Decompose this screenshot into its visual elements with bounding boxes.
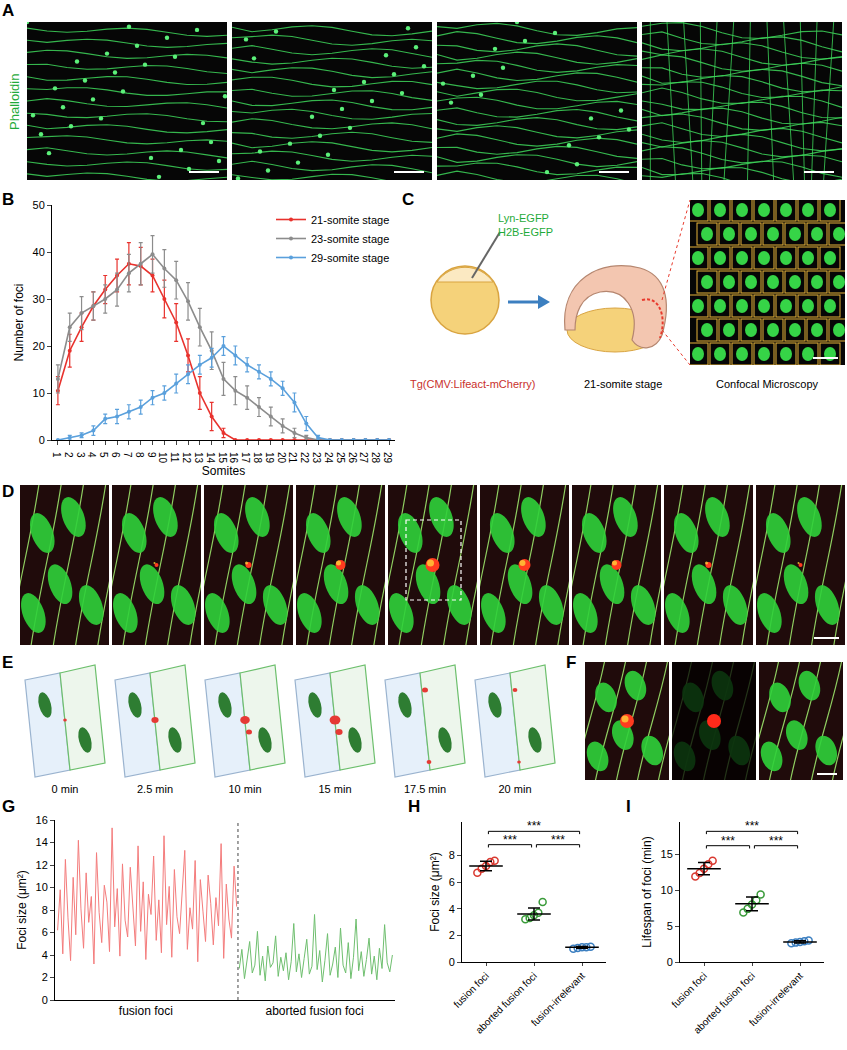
svg-text:Phalloidin: Phalloidin — [7, 74, 22, 130]
svg-text:***: *** — [527, 819, 541, 833]
svg-text:A: A — [2, 1, 14, 20]
svg-text:fusion foci: fusion foci — [669, 970, 709, 1010]
svg-text:Foci size (μm²): Foci size (μm²) — [428, 852, 442, 932]
svg-text:fusion foci: fusion foci — [451, 970, 491, 1010]
svg-text:Lyn-EGFP: Lyn-EGFP — [498, 212, 549, 224]
svg-text:G: G — [2, 797, 15, 816]
svg-text:9: 9 — [146, 452, 157, 458]
svg-text:11: 11 — [169, 452, 180, 463]
svg-text:12: 12 — [181, 452, 192, 464]
svg-text:5: 5 — [98, 452, 109, 458]
svg-text:fusion foci: fusion foci — [119, 1004, 173, 1018]
svg-text:8: 8 — [449, 849, 455, 861]
svg-text:4: 4 — [42, 949, 48, 961]
svg-text:50: 50 — [33, 199, 45, 211]
svg-text:24: 24 — [323, 452, 334, 464]
svg-text:30: 30 — [33, 293, 45, 305]
svg-text:0: 0 — [39, 434, 45, 446]
svg-text:40: 40 — [33, 246, 45, 258]
svg-text:2.5 min: 2.5 min — [137, 783, 173, 795]
svg-text:15: 15 — [661, 848, 673, 860]
svg-text:8: 8 — [42, 904, 48, 916]
svg-text:12: 12 — [36, 859, 48, 871]
svg-text:fusion-irrelevant: fusion-irrelevant — [529, 970, 587, 1028]
svg-text:15: 15 — [217, 452, 228, 464]
svg-text:21-somite stage: 21-somite stage — [311, 214, 389, 226]
svg-text:I: I — [626, 797, 631, 816]
svg-text:C: C — [402, 190, 414, 209]
svg-text:23: 23 — [311, 452, 322, 464]
svg-text:16: 16 — [228, 452, 239, 464]
svg-text:15 min: 15 min — [318, 783, 351, 795]
svg-text:16: 16 — [36, 814, 48, 826]
svg-text:Somites: Somites — [202, 464, 245, 478]
svg-text:29: 29 — [382, 452, 393, 464]
svg-text:Confocal Microscopy: Confocal Microscopy — [716, 378, 819, 390]
svg-text:aborted fusion foci: aborted fusion foci — [473, 970, 539, 1036]
svg-text:14: 14 — [205, 452, 216, 464]
svg-text:H2B-EGFP: H2B-EGFP — [498, 226, 553, 238]
svg-text:13: 13 — [193, 452, 204, 464]
svg-text:6: 6 — [110, 452, 121, 458]
svg-text:3: 3 — [75, 452, 86, 458]
svg-text:aborted fusion foci: aborted fusion foci — [691, 970, 757, 1036]
svg-text:10: 10 — [157, 452, 168, 464]
svg-text:***: *** — [745, 819, 759, 833]
svg-text:aborted fusion foci: aborted fusion foci — [266, 1004, 364, 1018]
svg-text:18: 18 — [252, 452, 263, 464]
svg-text:Foci size (μm²): Foci size (μm²) — [15, 870, 29, 950]
svg-text:***: *** — [769, 834, 783, 848]
svg-text:H: H — [408, 797, 420, 816]
svg-text:28: 28 — [370, 452, 381, 464]
svg-text:D: D — [2, 482, 14, 501]
svg-text:17.5 min: 17.5 min — [404, 783, 446, 795]
svg-text:B: B — [2, 190, 14, 209]
svg-text:10: 10 — [36, 881, 48, 893]
svg-text:***: *** — [503, 833, 517, 847]
svg-text:4: 4 — [86, 452, 97, 458]
svg-text:20: 20 — [276, 452, 287, 464]
svg-text:17: 17 — [240, 452, 251, 464]
svg-text:Number of foci: Number of foci — [12, 283, 26, 361]
svg-text:0: 0 — [42, 994, 48, 1006]
svg-text:20: 20 — [33, 340, 45, 352]
svg-text:1: 1 — [51, 452, 62, 458]
svg-text:0: 0 — [449, 956, 455, 968]
svg-text:7: 7 — [122, 452, 133, 458]
svg-text:0 min: 0 min — [52, 783, 79, 795]
svg-text:4: 4 — [449, 903, 455, 915]
svg-text:2: 2 — [63, 452, 74, 458]
svg-text:19: 19 — [264, 452, 275, 464]
svg-text:fusion-irrelevant: fusion-irrelevant — [747, 970, 805, 1028]
svg-text:5: 5 — [667, 920, 673, 932]
svg-text:29-somite stage: 29-somite stage — [311, 252, 389, 264]
svg-text:Lifespan of foci (min): Lifespan of foci (min) — [640, 836, 654, 947]
svg-text:26: 26 — [347, 452, 358, 464]
svg-text:27: 27 — [358, 452, 369, 464]
svg-text:8: 8 — [134, 452, 145, 458]
svg-text:25: 25 — [335, 452, 346, 464]
svg-text:6: 6 — [42, 926, 48, 938]
svg-text:14: 14 — [36, 836, 48, 848]
svg-text:0: 0 — [667, 956, 673, 968]
svg-text:22: 22 — [299, 452, 310, 464]
svg-text:2: 2 — [449, 929, 455, 941]
svg-text:20 min: 20 min — [498, 783, 531, 795]
svg-text:21-somite stage: 21-somite stage — [584, 378, 662, 390]
svg-text:***: *** — [551, 833, 565, 847]
svg-text:6: 6 — [449, 876, 455, 888]
svg-text:2: 2 — [42, 971, 48, 983]
svg-text:10 min: 10 min — [228, 783, 261, 795]
svg-text:E: E — [2, 653, 13, 672]
svg-text:Tg(CMV:Lifeact-mCherry): Tg(CMV:Lifeact-mCherry) — [410, 378, 536, 390]
svg-text:10: 10 — [661, 884, 673, 896]
svg-text:10: 10 — [33, 387, 45, 399]
svg-text:23-somite stage: 23-somite stage — [311, 233, 389, 245]
svg-text:***: *** — [721, 834, 735, 848]
svg-text:21: 21 — [287, 452, 298, 464]
svg-text:F: F — [566, 653, 576, 672]
